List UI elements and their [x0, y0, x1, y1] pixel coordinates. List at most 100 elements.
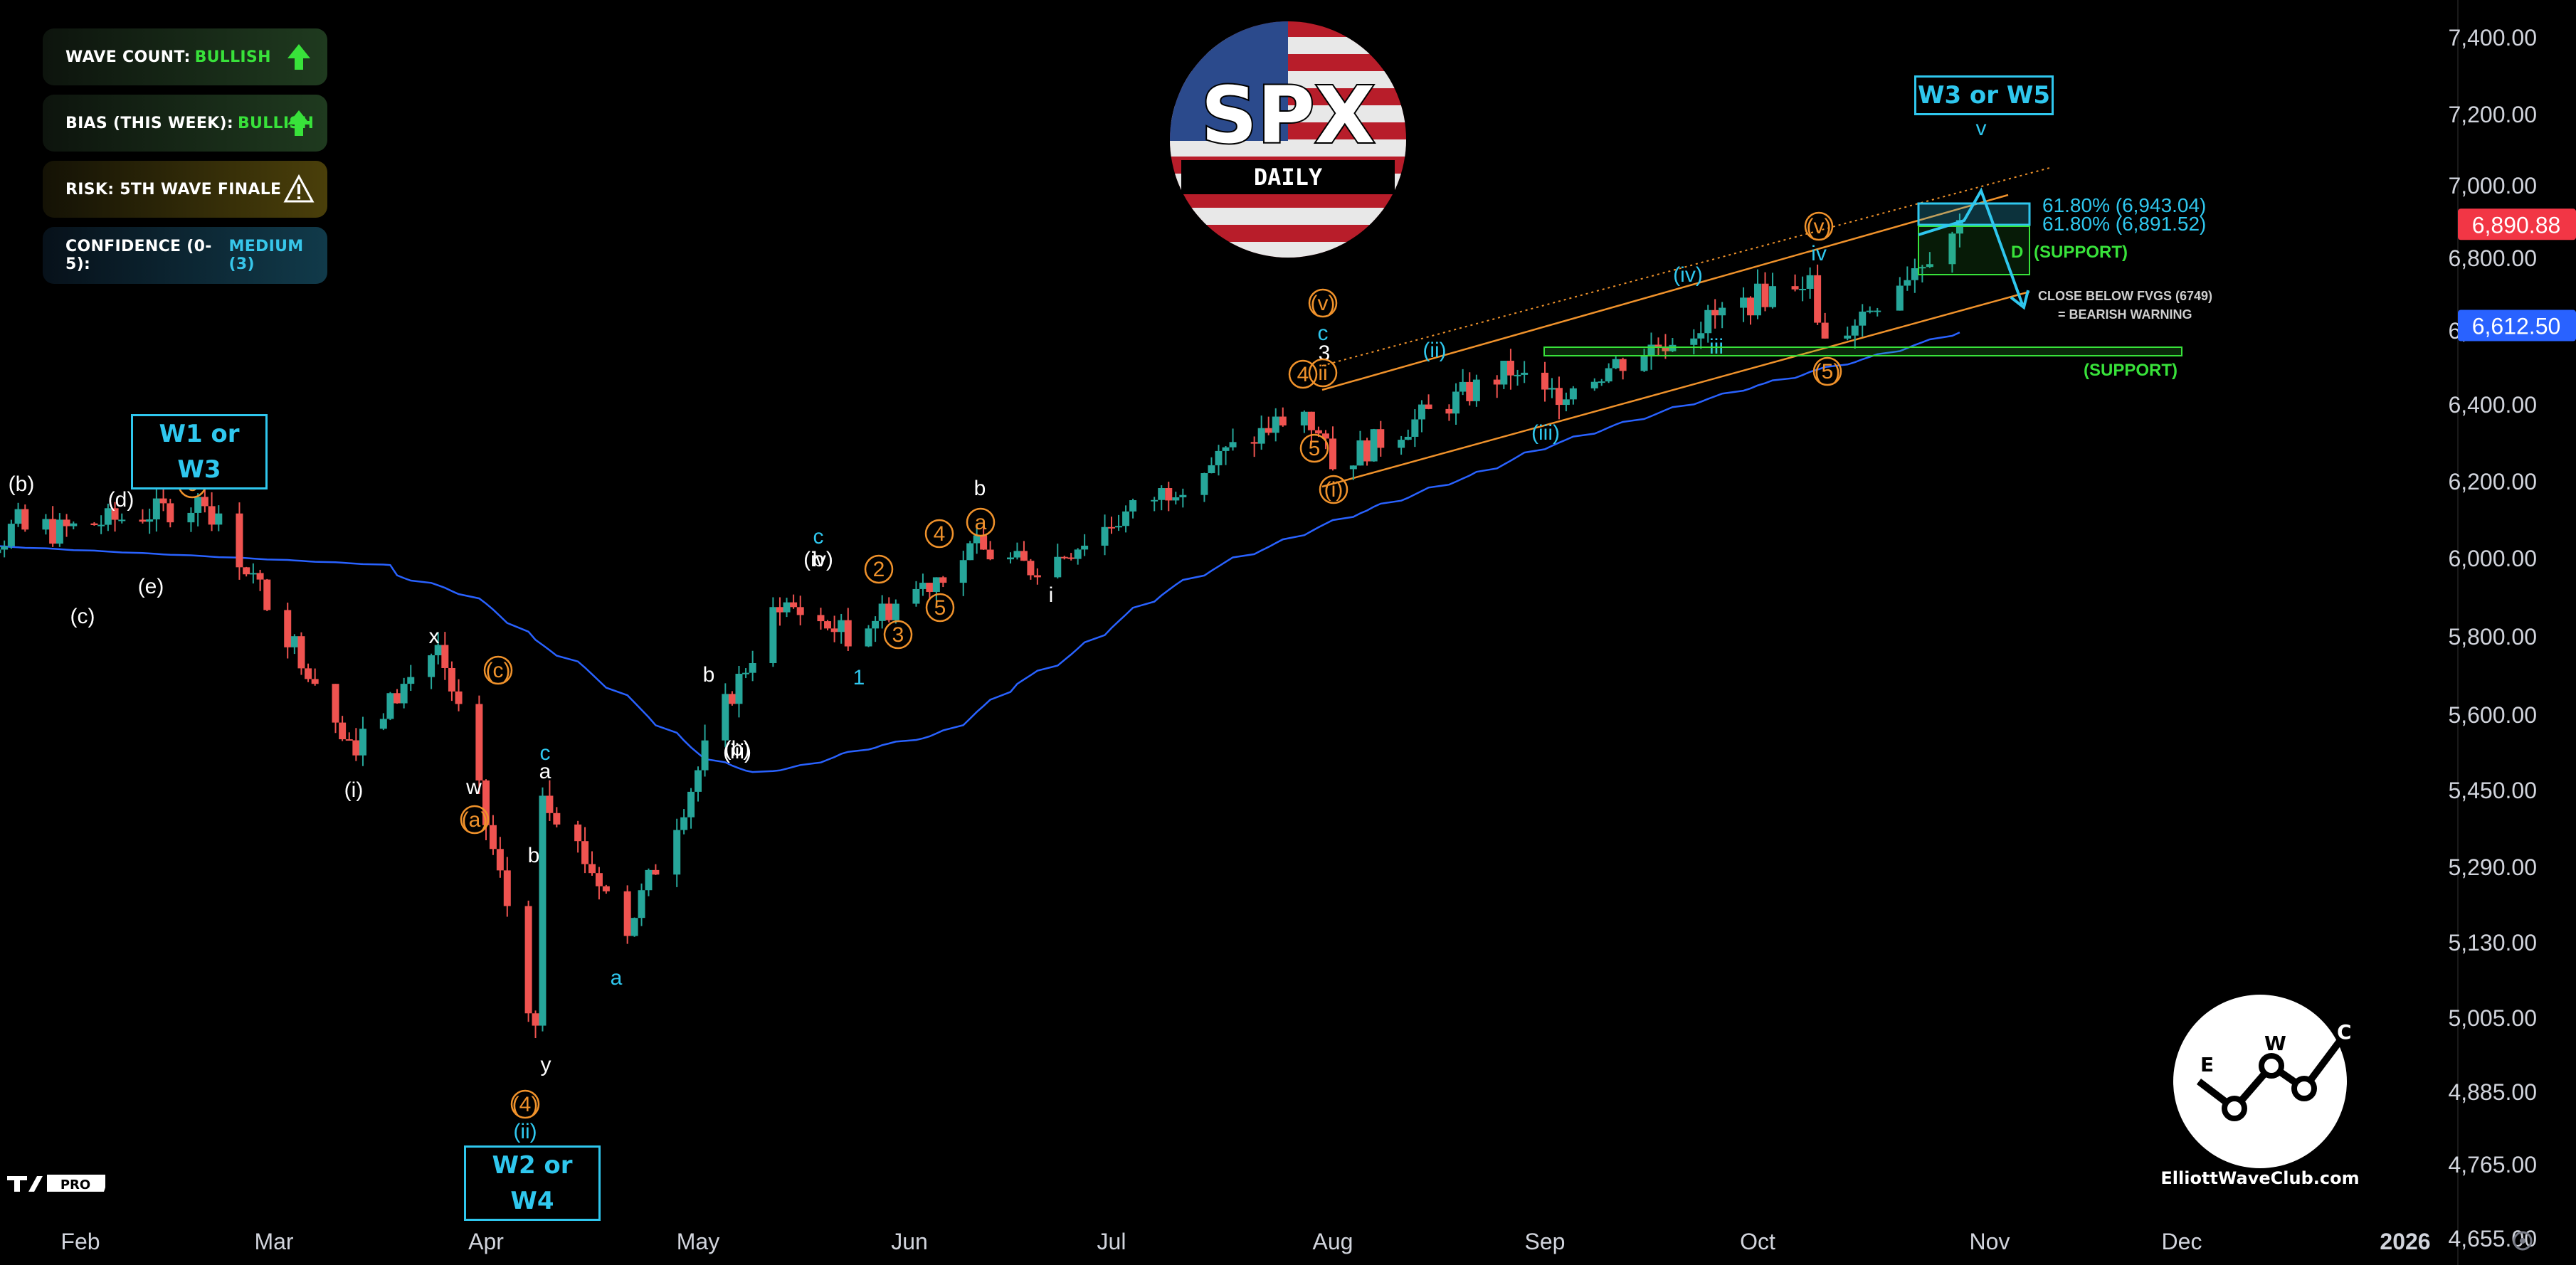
- candle: [959, 551, 967, 596]
- candle: [208, 492, 216, 531]
- candle: [966, 541, 974, 561]
- wave-label-circle: [966, 507, 996, 537]
- wave-label: (c): [70, 605, 95, 628]
- moving-average-layer: [0, 332, 1960, 773]
- wave-label-circle: [864, 554, 894, 584]
- wave-label: c: [1318, 322, 1329, 345]
- candle: [339, 716, 347, 741]
- candle: [722, 683, 729, 748]
- axes-layer: 7,400.007,200.007,000.006,800.006,600.00…: [60, 0, 2576, 1265]
- candle: [1605, 363, 1612, 383]
- brand-letter-e: E: [2200, 1053, 2214, 1076]
- wave-label: ii: [1318, 361, 1327, 385]
- wave-label-circle: [1308, 288, 1338, 318]
- wave-label: (v): [1311, 292, 1336, 315]
- wave-label: (4): [512, 1093, 539, 1116]
- candle: [1806, 267, 1814, 299]
- candle: [546, 780, 554, 822]
- candle: [830, 615, 838, 642]
- y-tick-label: 4,885.00: [2448, 1079, 2537, 1105]
- candle: [167, 499, 174, 528]
- candle: [1562, 392, 1570, 412]
- candle: [1548, 378, 1556, 398]
- x-tick-label: Oct: [1740, 1229, 1775, 1254]
- x-tick-label: Nov: [1970, 1229, 2010, 1254]
- fib-label-1: 61.80% (6,943.04): [2042, 194, 2206, 216]
- wave-label: 1: [853, 666, 865, 689]
- candle: [1172, 492, 1180, 505]
- wave-label: (ii): [513, 1120, 537, 1143]
- candle: [769, 597, 777, 667]
- candle: [1647, 332, 1655, 370]
- settings-gear-icon[interactable]: [2513, 1231, 2533, 1251]
- support-label-lower: (SUPPORT): [2084, 361, 2178, 380]
- candle: [695, 766, 702, 802]
- svg-text:6,612.50: 6,612.50: [2472, 314, 2561, 339]
- candle: [1493, 375, 1501, 398]
- candle: [892, 599, 899, 624]
- candle: [118, 513, 126, 524]
- candle: [865, 625, 872, 647]
- candle: [885, 597, 893, 623]
- candle: [539, 787, 547, 1032]
- wave-label: (ii): [1422, 339, 1446, 362]
- wave-label: (c): [486, 659, 511, 682]
- candle: [553, 807, 561, 827]
- candle: [926, 583, 934, 599]
- candle: [297, 632, 305, 675]
- candle: [1769, 272, 1777, 309]
- y-tick-label: 6,400.00: [2448, 392, 2537, 418]
- wave-label: c: [813, 525, 824, 549]
- wave-label-circle: [510, 1089, 540, 1119]
- wave-label: 4: [1297, 363, 1309, 386]
- price-tag: 6,890.88: [2458, 208, 2576, 240]
- candle: [386, 692, 394, 721]
- candle: [1250, 436, 1258, 457]
- arrow-up-icon: [287, 110, 310, 136]
- candle: [1555, 376, 1563, 420]
- wave-label: 5: [934, 596, 946, 620]
- candle: [111, 502, 119, 532]
- x-tick-label: Sep: [1525, 1229, 1566, 1254]
- candle: [56, 513, 63, 547]
- candle: [152, 485, 160, 532]
- wave-label: (a): [462, 808, 488, 832]
- candle: [1122, 505, 1130, 533]
- candle: [973, 523, 981, 554]
- candle: [728, 691, 736, 706]
- candle: [1452, 383, 1460, 425]
- y-tick-label: 5,005.00: [2448, 1005, 2537, 1031]
- candle: [1697, 322, 1705, 349]
- candle: [1844, 327, 1852, 341]
- candle: [21, 504, 29, 532]
- wave-label: 4: [934, 522, 946, 546]
- brand-letter-w: W: [2264, 1032, 2286, 1055]
- candle: [379, 713, 387, 731]
- candle: [1619, 357, 1627, 380]
- candle: [1791, 274, 1799, 292]
- warning-icon: [283, 174, 315, 203]
- wave-label-circle: [925, 593, 955, 623]
- candle: [1904, 266, 1911, 291]
- y-tick-label: 7,000.00: [2448, 173, 2537, 199]
- candle: [249, 563, 257, 584]
- confidence-value: MEDIUM (3): [228, 238, 304, 273]
- degree-box-top: W3 or W5: [1914, 75, 2054, 115]
- candle: [407, 665, 415, 692]
- wave-label: (e): [138, 575, 164, 598]
- confidence-badge: CONFIDENCE (0-5): MEDIUM (3): [43, 227, 327, 284]
- candle: [1740, 287, 1748, 322]
- wave-label-circle: [1308, 358, 1338, 388]
- bias-badge: BIAS (THIS WEEK): BULLISH: [43, 95, 327, 152]
- candle: [1208, 457, 1215, 474]
- candle: [749, 650, 756, 682]
- svg-text:PRO: PRO: [60, 1177, 90, 1192]
- candle: [1590, 378, 1598, 391]
- candle: [638, 883, 645, 926]
- candle: [1690, 329, 1698, 355]
- candle: [1747, 296, 1755, 325]
- x-tick-label: Dec: [2162, 1229, 2202, 1254]
- fib-label-2: 61.80% (6,891.52): [2042, 213, 2206, 235]
- candle: [1926, 252, 1933, 268]
- candle: [1799, 276, 1807, 302]
